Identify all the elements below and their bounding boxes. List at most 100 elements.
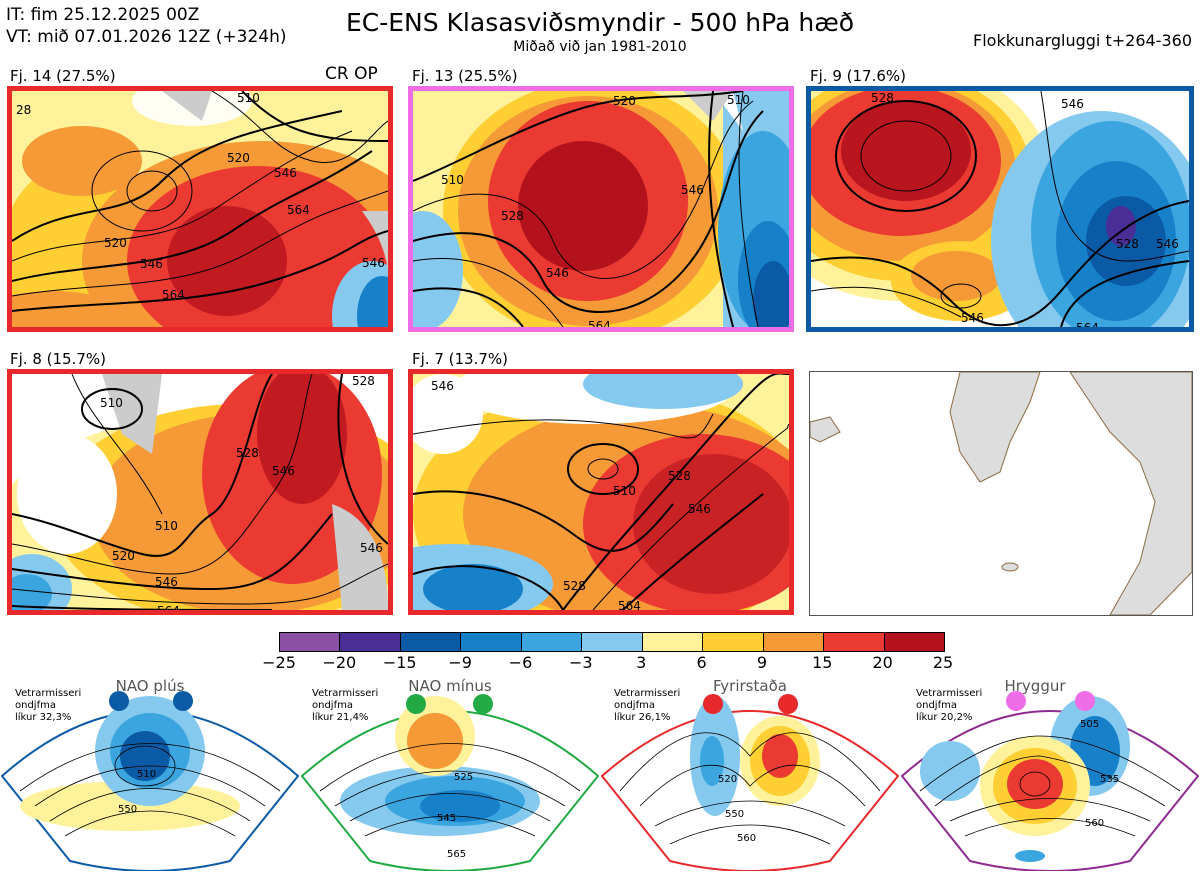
colorbar-swatch <box>884 633 944 651</box>
cluster-map-8: 510 528 546 510 520 546 564 546 528 <box>7 369 393 615</box>
contour-label: 546 <box>1061 97 1084 111</box>
colorbar-tick-label: −25 <box>262 653 296 672</box>
panel-tag-crop: CR OP <box>325 64 378 84</box>
contour-label: 560 <box>737 833 757 844</box>
colorbar-swatch <box>824 633 885 651</box>
colorbar-tick-label: 25 <box>932 653 954 672</box>
contour-label: 510 <box>100 396 123 410</box>
colorbar <box>279 632 945 652</box>
colorbar-swatch <box>763 633 825 651</box>
contour-label: 520 <box>112 549 135 563</box>
regime-inset-nao-plus: Vetrarmisseri ondjfma líkur 32,3% NAO plús… <box>0 676 300 872</box>
contour-label: 528 <box>352 374 375 388</box>
panel-label-7: Fj. 7 (13.7%) <box>412 350 508 368</box>
colorbar-tick-label: −9 <box>448 653 472 672</box>
page-subtitle: Miðað við jan 1981-2010 <box>513 39 687 55</box>
colorbar-ticks: −25 −20 −15 −9 −6 −3 3 6 9 15 20 25 <box>259 653 963 673</box>
contour-label: 528 <box>1116 237 1139 251</box>
contour-label: 528 <box>501 209 524 223</box>
contour-label: 528 <box>871 91 894 105</box>
colorbar-tick-label: −20 <box>322 653 357 672</box>
contour-label: 546 <box>681 183 704 197</box>
cluster-map-13: 520 510 546 528 546 564 510 <box>408 86 794 332</box>
regime-note: Vetrarmisseri ondjfma líkur 32,3% <box>15 688 82 723</box>
regime-title: NAO mínus <box>408 677 492 695</box>
page-title: EC-ENS Klasasviðsmyndir - 500 hPa hæð <box>345 8 855 37</box>
contour-label: 546 <box>546 266 569 280</box>
contour-label: 550 <box>118 804 138 815</box>
contour-label: 520 <box>104 236 127 250</box>
contour-label: 510 <box>441 173 464 187</box>
regime-title: NAO plús <box>115 677 185 695</box>
regime-inset-ridge: Vetrarmisseri ondjfma líkur 20,2% Hryggur … <box>900 676 1200 872</box>
panel-label-8: Fj. 8 (15.7%) <box>10 350 106 368</box>
colorbar-swatch <box>703 633 764 651</box>
contour-label: 510 <box>727 93 750 107</box>
contour-label: 510 <box>137 769 157 780</box>
colorbar-tick-label: 20 <box>872 653 893 672</box>
contour-label: 564 <box>588 319 611 332</box>
regime-title: Hryggur <box>1004 677 1066 695</box>
contour-label: 546 <box>155 575 178 589</box>
colorbar-swatch <box>582 633 643 651</box>
contour-label: 564 <box>287 203 310 217</box>
panel-label-13: Fj. 13 (25.5%) <box>412 67 518 85</box>
contour-label: 510 <box>155 519 178 533</box>
cluster-map-14: 520 520 546 564 546 564 546 28 510 <box>7 86 393 332</box>
contour-label: 546 <box>1156 237 1179 251</box>
cluster-map-7: 510 528 546 564 528 546 <box>408 369 794 615</box>
contour-label: 546 <box>360 541 383 555</box>
colorbar-swatch <box>461 633 522 651</box>
contour-label: 546 <box>362 256 385 270</box>
contour-label: 550 <box>725 809 745 820</box>
regime-title: Fyrirstaða <box>713 677 787 695</box>
contour-label: 528 <box>563 579 586 593</box>
contour-label: 546 <box>272 464 295 478</box>
colorbar-tick-label: 6 <box>696 653 707 672</box>
cluster-map-9: 528 546 528 546 564 546 <box>806 86 1194 332</box>
colorbar-tick-label: 9 <box>756 653 767 672</box>
valid-time: VT: mið 07.01.2026 12Z (+324h) <box>6 27 287 47</box>
contour-label: 528 <box>236 446 259 460</box>
contour-label: 546 <box>274 166 297 180</box>
colorbar-swatch <box>642 633 704 651</box>
contour-label: 535 <box>1100 774 1120 785</box>
contour-label: 520 <box>718 774 738 785</box>
colorbar-tick-label: −15 <box>382 653 417 672</box>
regime-note: Vetrarmisseri ondjfma líkur 26,1% <box>614 688 681 723</box>
regime-note: Vetrarmisseri ondjfma líkur 21,4% <box>312 688 379 723</box>
contour-label: 564 <box>157 604 180 615</box>
colorbar-tick-label: 15 <box>812 653 833 672</box>
colorbar-tick-label: −6 <box>508 653 533 672</box>
colorbar-swatch <box>340 633 401 651</box>
colorbar-swatch <box>521 633 583 651</box>
header-times: IT: fim 25.12.2025 00Z VT: mið 07.01.202… <box>6 4 287 48</box>
issue-time: IT: fim 25.12.2025 00Z <box>6 5 200 25</box>
contour-label: 564 <box>618 599 641 613</box>
regime-inset-nao-minus: Vetrarmisseri ondjfma líkur 21,4% NAO mínu… <box>300 676 600 872</box>
contour-label: 546 <box>140 257 163 271</box>
contour-label: 528 <box>668 469 691 483</box>
panel-label-9: Fj. 9 (17.6%) <box>810 67 906 85</box>
contour-label: 560 <box>1085 818 1105 829</box>
contour-label: 565 <box>447 849 467 860</box>
contour-label: 520 <box>613 94 636 108</box>
contour-label: 510 <box>237 91 260 105</box>
contour-label: 545 <box>437 813 457 824</box>
regime-inset-blocking: Vetrarmisseri ondjfma líkur 26,1% Fyrirsta… <box>600 676 900 872</box>
contour-label: 28 <box>16 103 32 117</box>
panel-label-14: Fj. 14 (27.5%) <box>10 67 116 85</box>
contour-label: 564 <box>162 288 185 302</box>
contour-label: 520 <box>227 151 250 165</box>
contour-label: 546 <box>961 311 984 325</box>
regime-insets: Vetrarmisseri ondjfma líkur 32,3% NAO plús… <box>0 676 1200 872</box>
contour-label: 546 <box>431 379 454 393</box>
regime-note: Vetrarmisseri ondjfma líkur 20,2% <box>916 688 983 723</box>
contour-label: 505 <box>1080 719 1100 730</box>
base-map <box>809 371 1193 616</box>
classification-window: Flokkunargluggi t+264-360 <box>973 31 1192 50</box>
contour-label: 510 <box>613 484 636 498</box>
colorbar-swatch <box>400 633 462 651</box>
colorbar-swatch <box>280 633 341 651</box>
contour-label: 525 <box>454 772 474 783</box>
